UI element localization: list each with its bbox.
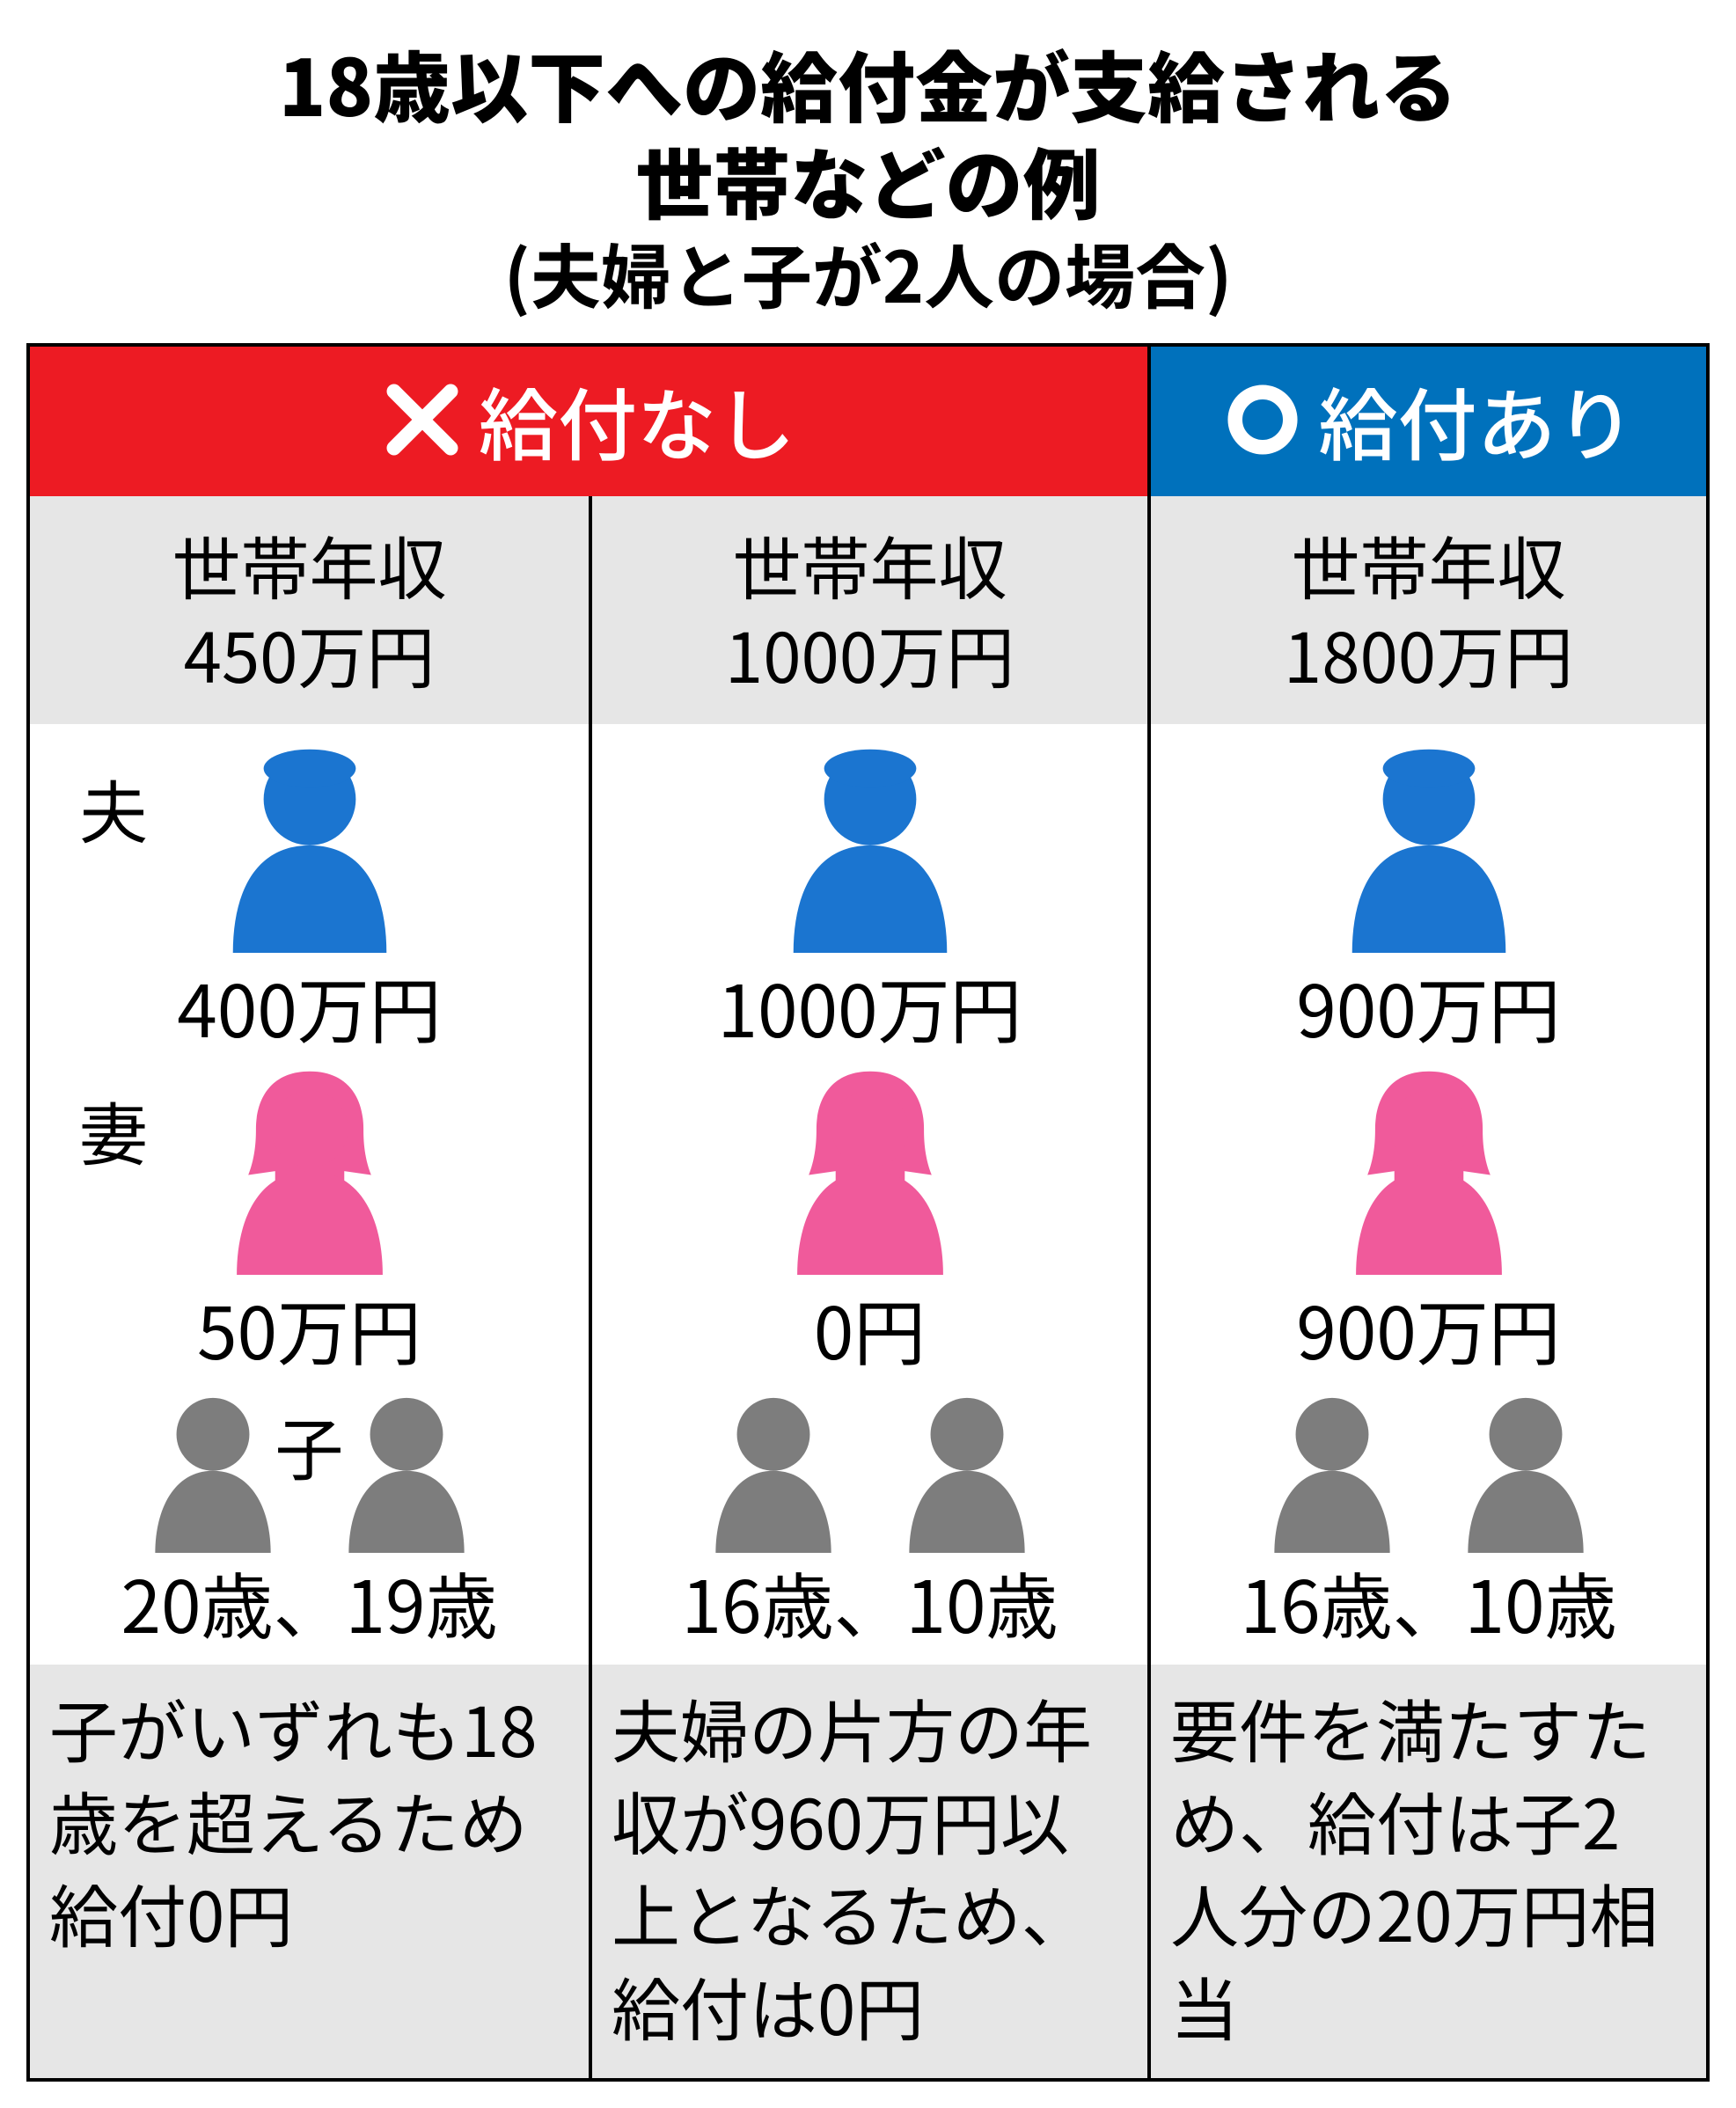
children-ages: 16歳、10歳 [1151,1549,1706,1654]
income-label: 世帯年収 [592,521,1147,610]
circle-icon [1222,379,1303,460]
husband-row: 1000万円 [592,742,1147,1058]
wife-row: 900万円 [1151,1064,1706,1380]
child-icon [888,1386,1046,1553]
household-reason: 子がいずれも18歳を超えるため給付0円 [30,1665,589,2078]
child-icon [1447,1386,1605,1553]
husband-income: 400万円 [30,954,589,1058]
husband-icon [213,742,407,953]
income-value: 450万円 [30,610,589,699]
husband-icon [1332,742,1526,953]
children-row: 子 20歳、19歳 [30,1386,589,1654]
household-column: 世帯年収 450万円 夫 400万円 妻 [30,496,589,2078]
income-value: 1000万円 [592,610,1147,699]
children-row: 16歳、10歳 [592,1386,1147,1654]
income-label: 世帯年収 [30,521,589,610]
header-ineligible-label: 給付なし [479,362,795,477]
income-label: 世帯年収 [1151,521,1706,610]
child-role-label: 子 [30,1396,589,1495]
header-ineligible: 給付なし [30,347,1147,496]
header-eligible: 給付あり [1147,347,1706,496]
header-eligible-label: 給付あり [1319,362,1636,477]
household-column: 世帯年収 1000万円 1000万円 [589,496,1147,2078]
husband-row: 夫 400万円 [30,742,589,1058]
infographic-root: 18歳以下への給付金が支給される 世帯などの例(夫婦と子が2人の場合) 給付なし… [0,0,1736,2108]
comparison-grid: 給付なし 給付あり 世帯年収 450万円 夫 [26,343,1710,2082]
child-icon [694,1386,853,1553]
wife-icon [213,1064,407,1275]
wife-row: 0円 [592,1064,1147,1380]
wife-income: 900万円 [1151,1276,1706,1380]
child-icon [1253,1386,1411,1553]
husband-income: 900万円 [1151,954,1706,1058]
household-reason: 夫婦の片方の年収が960万円以上となるため、給付は0円 [592,1665,1147,2078]
household-reason: 要件を満たすため、給付は子2人分の20万円相当 [1151,1665,1706,2078]
children-ages: 16歳、10歳 [592,1549,1147,1654]
household-people: 夫 400万円 妻 50万円 [30,724,589,1665]
title-line2-main: 世帯などの例 [26,132,1710,229]
husband-role-label: 夫 [79,759,148,858]
household-income-head: 世帯年収 1000万円 [592,496,1147,724]
income-value: 1800万円 [1151,610,1706,699]
title-line1: 18歳以下への給付金が支給される [26,35,1710,132]
husband-row: 900万円 [1151,742,1706,1058]
husband-icon [773,742,967,953]
husband-income: 1000万円 [592,954,1147,1058]
household-income-head: 世帯年収 1800万円 [1151,496,1706,724]
children-row: 16歳、10歳 [1151,1386,1706,1654]
wife-income: 50万円 [30,1276,589,1380]
cross-icon [382,379,463,460]
wife-row: 妻 50万円 [30,1064,589,1380]
household-income-head: 世帯年収 450万円 [30,496,589,724]
title-line2-sub: (夫婦と子が2人の場合) [504,222,1233,324]
household-column: 世帯年収 1800万円 900万円 [1147,496,1706,2078]
wife-icon [773,1064,967,1275]
wife-role-label: 妻 [79,1081,148,1180]
household-people: 1000万円 0円 [592,724,1147,1665]
wife-income: 0円 [592,1276,1147,1380]
household-people: 900万円 900万円 [1151,724,1706,1665]
page-title: 18歳以下への給付金が支給される 世帯などの例(夫婦と子が2人の場合) [26,35,1710,317]
wife-icon [1332,1064,1526,1275]
children-ages: 20歳、19歳 [30,1549,589,1654]
